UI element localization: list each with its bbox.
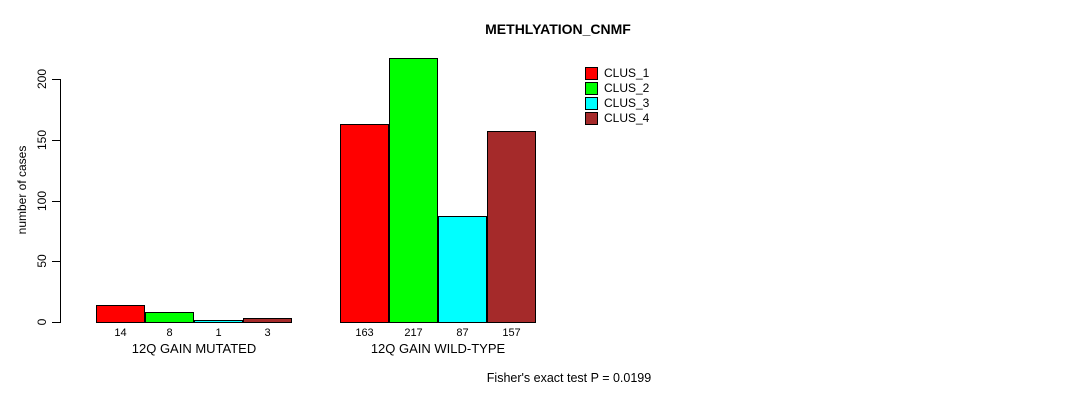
bar-clus_4: [243, 318, 292, 323]
bar-value-label: 163: [355, 327, 374, 339]
bar-value-label: 87: [456, 327, 469, 339]
bar-clus_1: [340, 124, 389, 323]
legend-swatch-clus4: [585, 111, 598, 125]
legend-swatch-clus3: [585, 96, 598, 110]
bar-clus_3: [438, 216, 487, 323]
legend-item: CLUS_4: [585, 111, 649, 125]
bar-value-label: 157: [502, 327, 521, 339]
y-tick-label: 50: [35, 254, 49, 268]
y-tick: [52, 261, 60, 263]
x-group-label: 12Q GAIN MUTATED: [131, 341, 257, 356]
legend-item: CLUS_3: [585, 96, 649, 110]
fisher-test-annotation: Fisher's exact test P = 0.0199: [486, 371, 652, 385]
bar-value-label: 3: [264, 327, 271, 339]
bar-value-label: 1: [215, 327, 222, 339]
y-tick: [52, 139, 60, 141]
bar-clus_1: [96, 305, 145, 323]
y-tick-label: 100: [35, 190, 49, 211]
chart-title: METHLYATION_CNMF: [485, 21, 631, 37]
y-tick-label: 200: [35, 68, 49, 90]
x-group-label: 12Q GAIN WILD-TYPE: [370, 341, 506, 356]
bar-clus_2: [389, 58, 438, 323]
legend-swatch-clus2: [585, 81, 598, 95]
bar-clus_2: [145, 312, 194, 323]
y-tick-label: 150: [35, 129, 49, 150]
legend-label: CLUS_2: [604, 81, 650, 95]
bar-clus_3: [194, 320, 243, 323]
y-tick: [52, 322, 60, 323]
legend-item: CLUS_1: [585, 66, 649, 80]
bar-value-label: 14: [114, 327, 127, 339]
legend-label: CLUS_3: [604, 96, 650, 110]
y-tick: [52, 79, 60, 80]
legend-label: CLUS_1: [604, 66, 650, 80]
legend-item: CLUS_2: [585, 81, 649, 95]
y-tick: [52, 200, 60, 202]
y-tick-label: 0: [35, 318, 49, 326]
legend-swatch-clus1: [585, 66, 598, 80]
legend-label: CLUS_4: [604, 111, 650, 125]
bar-clus_4: [487, 131, 536, 323]
y-axis-line: [60, 79, 61, 323]
y-axis-label: number of cases: [15, 145, 29, 235]
bar-value-label: 217: [404, 327, 423, 339]
bar-value-label: 8: [166, 327, 173, 339]
